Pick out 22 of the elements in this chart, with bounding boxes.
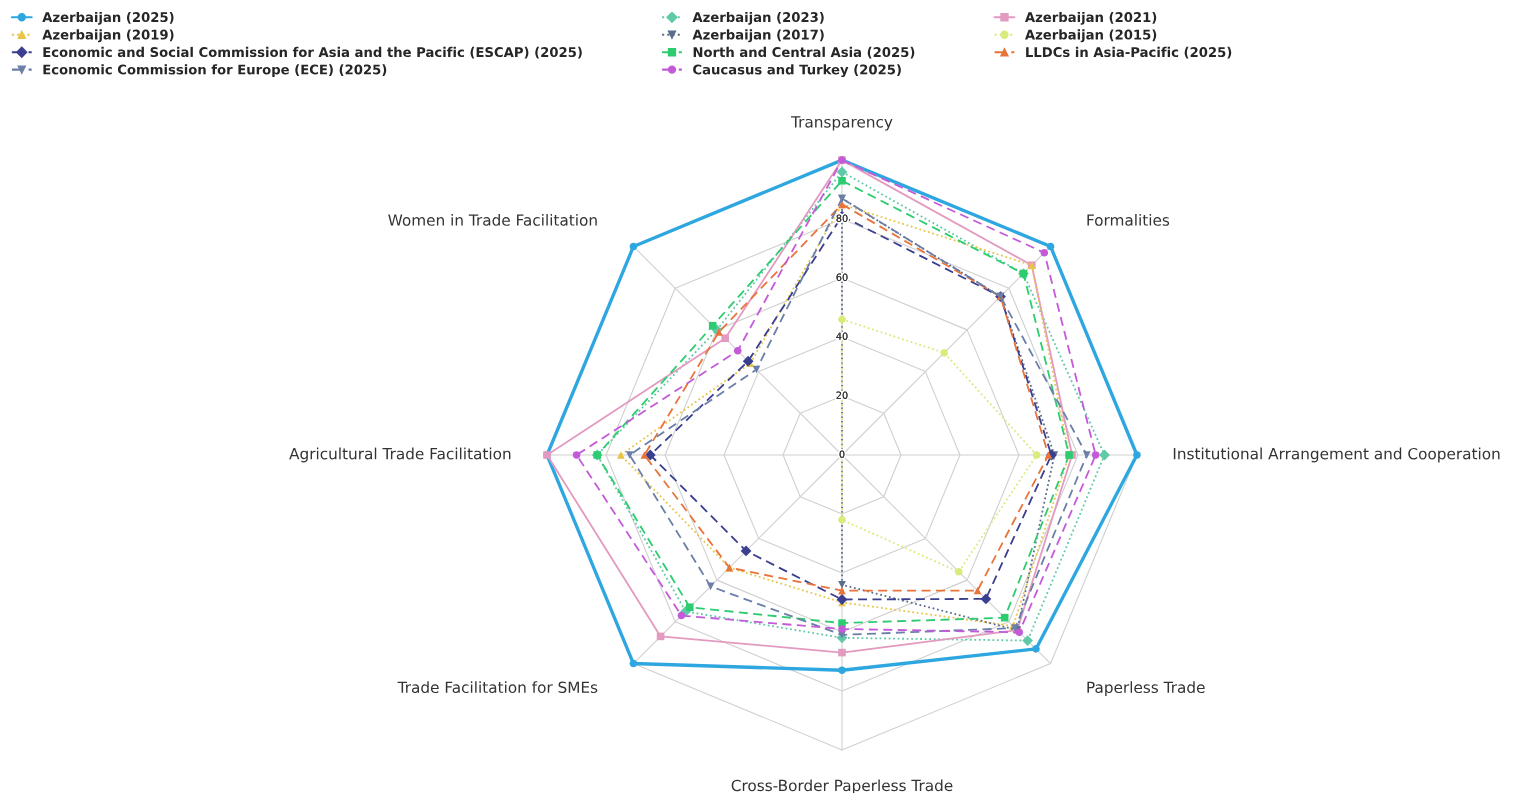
spoke-label: Transparency: [791, 116, 893, 131]
y-tick-label: 40: [836, 332, 848, 340]
y-tick-label: 0: [839, 450, 845, 458]
legend-label: North and Central Asia (2025): [693, 46, 915, 59]
legend-label: Azerbaijan (2019): [42, 29, 174, 43]
y-tick-label: 60: [836, 273, 848, 281]
spoke-label: Women in Trade Facilitation: [388, 214, 597, 226]
legend-label: LLDCs in Asia-Pacific (2025): [1026, 46, 1232, 59]
y-tick-label: 20: [836, 391, 848, 399]
legend-label: Azerbaijan (2021): [1024, 11, 1157, 25]
legend-label: Azerbaijan (2015): [1024, 29, 1157, 43]
spoke-label: Agricultural Trade Facilitation: [289, 447, 511, 463]
legend-label: Economic Commission for Europe (ECE) (2025): [43, 64, 387, 78]
legend-label: Azerbaijan (2025): [42, 11, 174, 25]
legend-label: Caucasus and Turkey (2025): [693, 64, 901, 78]
spoke-label: Paperless Trade: [1087, 681, 1205, 696]
legend-label: Azerbaijan (2017): [692, 29, 824, 43]
spoke-label: Formalities: [1087, 214, 1170, 226]
legend-label: Economic and Social Commission for Asia and the Pacific (ESCAP) (2025): [43, 46, 582, 59]
legend-label: Azerbaijan (2023): [692, 11, 824, 25]
spoke-label: Trade Facilitation for SMEs: [397, 681, 598, 694]
spoke-label: Institutional Arrangement and Cooperation: [1173, 447, 1500, 463]
